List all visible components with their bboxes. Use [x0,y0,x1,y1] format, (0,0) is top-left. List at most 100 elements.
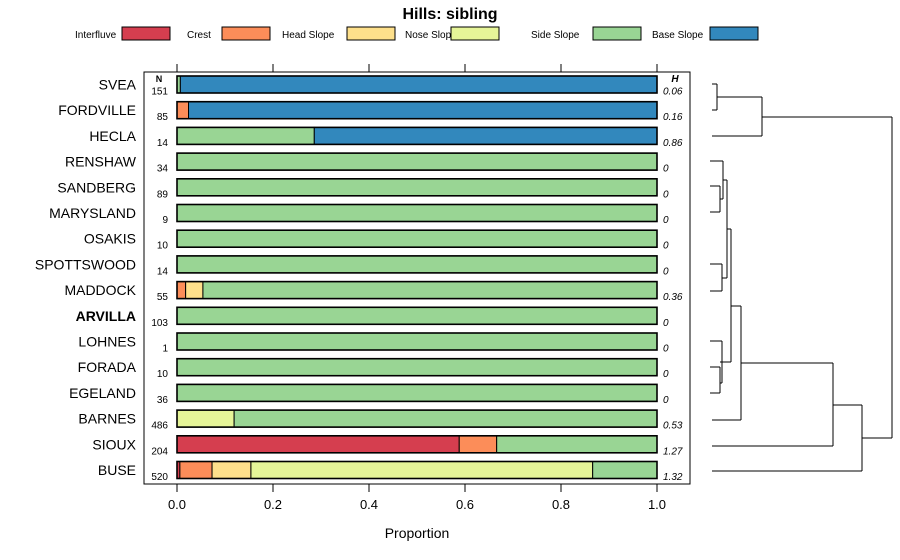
n-value-arvilla: 103 [151,318,168,329]
bar-outline-marysland [176,203,658,223]
h-value-buse: 1.32 [663,472,683,483]
h-column-header: H [671,74,679,85]
bar-outline-svea [176,75,658,94]
bar-segment-fordville-crest [176,101,190,120]
bar-segment-hecla-base-slope [313,126,658,145]
bar-outline-sandberg [176,178,658,197]
h-value-egeland: 0 [663,395,669,406]
bar-outline-forada [176,357,658,377]
bar-segment-barnes-side-slope [233,409,658,428]
h-value-spottswood: 0 [663,266,669,277]
legend-swatch-crest [221,26,271,41]
legend-swatch-side-slope [592,26,642,41]
bar-outline-egeland [176,383,658,403]
row-label-osakis: OSAKIS [84,231,136,247]
h-value-maddock: 0.36 [663,292,683,303]
row-label-barnes: BARNES [78,411,136,427]
row-label-maddock: MADDOCK [64,282,136,298]
bar-outline-hecla [176,126,658,146]
n-column-header: N [156,74,163,84]
legend-swatch-base-slope [709,26,759,41]
n-value-sioux: 204 [151,446,168,457]
bar-segment-maddock-crest [176,281,187,300]
n-value-egeland: 36 [157,395,169,406]
x-axis: 0.0 0.2 0.4 0.6 0.8 1.0 [168,484,666,512]
bar-segment-fordville-base-slope [188,101,658,120]
n-value-renshaw: 34 [157,164,169,175]
bar-outline-sioux [176,434,658,454]
x-tick-label: 0.8 [552,497,570,512]
x-tick-label: 0.4 [360,497,378,512]
x-tick-label: 0.2 [264,497,282,512]
legend: Interfluve Crest Head Slope Nose Slope Side … [75,26,759,41]
bars [176,75,658,480]
row-label-lohnes: LOHNES [78,334,136,350]
bar-segment-sioux-crest [458,435,498,454]
bar-segment-hecla-side-slope [176,126,315,145]
h-value-sioux: 1.27 [663,446,683,457]
row-label-fordville: FORDVILLE [58,102,136,118]
n-value-hecla: 14 [157,138,169,149]
h-value-arvilla: 0 [663,318,669,329]
h-value-svea: 0.06 [663,87,683,98]
h-value-marysland: 0 [663,215,669,226]
bar-segment-lohnes-side-slope [176,332,658,351]
legend-label-crest: Crest [187,30,211,41]
row-label-forada: FORADA [78,359,137,375]
legend-swatch-interfluve [121,26,171,41]
bar-segment-arvilla-side-slope [176,306,658,325]
row-label-sioux: SIOUX [92,436,136,452]
plot-frame [143,71,691,485]
n-value-lohnes: 1 [162,344,168,355]
row-label-marysland: MARYSLAND [49,205,136,221]
bar-segment-buse-crest [179,461,213,479]
h-value-hecla: 0.86 [663,138,683,149]
bar-segment-barnes-nose-slope [176,409,235,428]
h-value-barnes: 0.53 [663,421,683,432]
row-label-egeland: EGELAND [69,385,136,401]
bar-outline-spottswood [176,255,658,274]
row-labels: SVEA FORDVILLE HECLA RENSHAW SANDBERG MARYSLA… [35,77,137,479]
row-label-svea: SVEA [99,77,137,93]
h-value-osakis: 0 [663,241,669,252]
bar-segment-maddock-head-slope [185,281,204,300]
bar-outline-maddock [176,280,658,300]
legend-swatch-head-slope [346,26,396,41]
h-value-lohnes: 0 [663,344,669,355]
bar-outline-lohnes [176,332,658,351]
n-value-svea: 151 [151,87,168,98]
bar-segment-spottswood-side-slope [176,255,658,274]
h-value-renshaw: 0 [663,164,669,175]
legend-label-interfluve: Interfluve [75,30,117,41]
x-tick-label: 0.0 [168,497,186,512]
n-labels: 151 85 14 34 89 9 10 14 55 103 1 10 36 486 204 520 [151,87,168,484]
row-label-renshaw: RENSHAW [65,154,137,170]
legend-label-nose-slope: Nose Slope [405,30,457,41]
bar-segment-forada-side-slope [176,358,658,377]
bar-segment-sioux-side-slope [496,435,658,454]
bar-outline-buse [176,460,658,480]
bar-segment-egeland-side-slope [176,383,658,402]
bar-segment-osakis-side-slope [176,229,658,248]
legend-label-base-slope: Base Slope [652,30,704,41]
dendrogram [710,83,893,472]
legend-label-side-slope: Side Slope [531,30,580,41]
bar-segment-buse-nose-slope [250,461,594,479]
bar-segment-maddock-side-slope [202,281,658,300]
bar-outline-osakis [176,229,658,248]
n-value-osakis: 10 [157,241,169,252]
h-value-fordville: 0.16 [663,112,683,123]
bar-segment-sioux-interfluve [176,435,460,454]
bar-segment-svea-base-slope [179,75,658,94]
top-ticks [176,64,658,72]
x-tick-label: 0.6 [456,497,474,512]
bar-segment-renshaw-side-slope [176,152,658,171]
n-value-forada: 10 [157,369,169,380]
row-label-sandberg: SANDBERG [57,179,136,195]
bar-outline-barnes [176,409,658,428]
row-label-hecla: HECLA [89,128,136,144]
bar-segment-sandberg-side-slope [176,178,658,197]
h-labels: 0.06 0.16 0.86 0 0 0 0 0 0.36 0 0 0 0 0.53 1.27 1.32 [663,87,683,484]
n-value-sandberg: 89 [157,189,169,200]
